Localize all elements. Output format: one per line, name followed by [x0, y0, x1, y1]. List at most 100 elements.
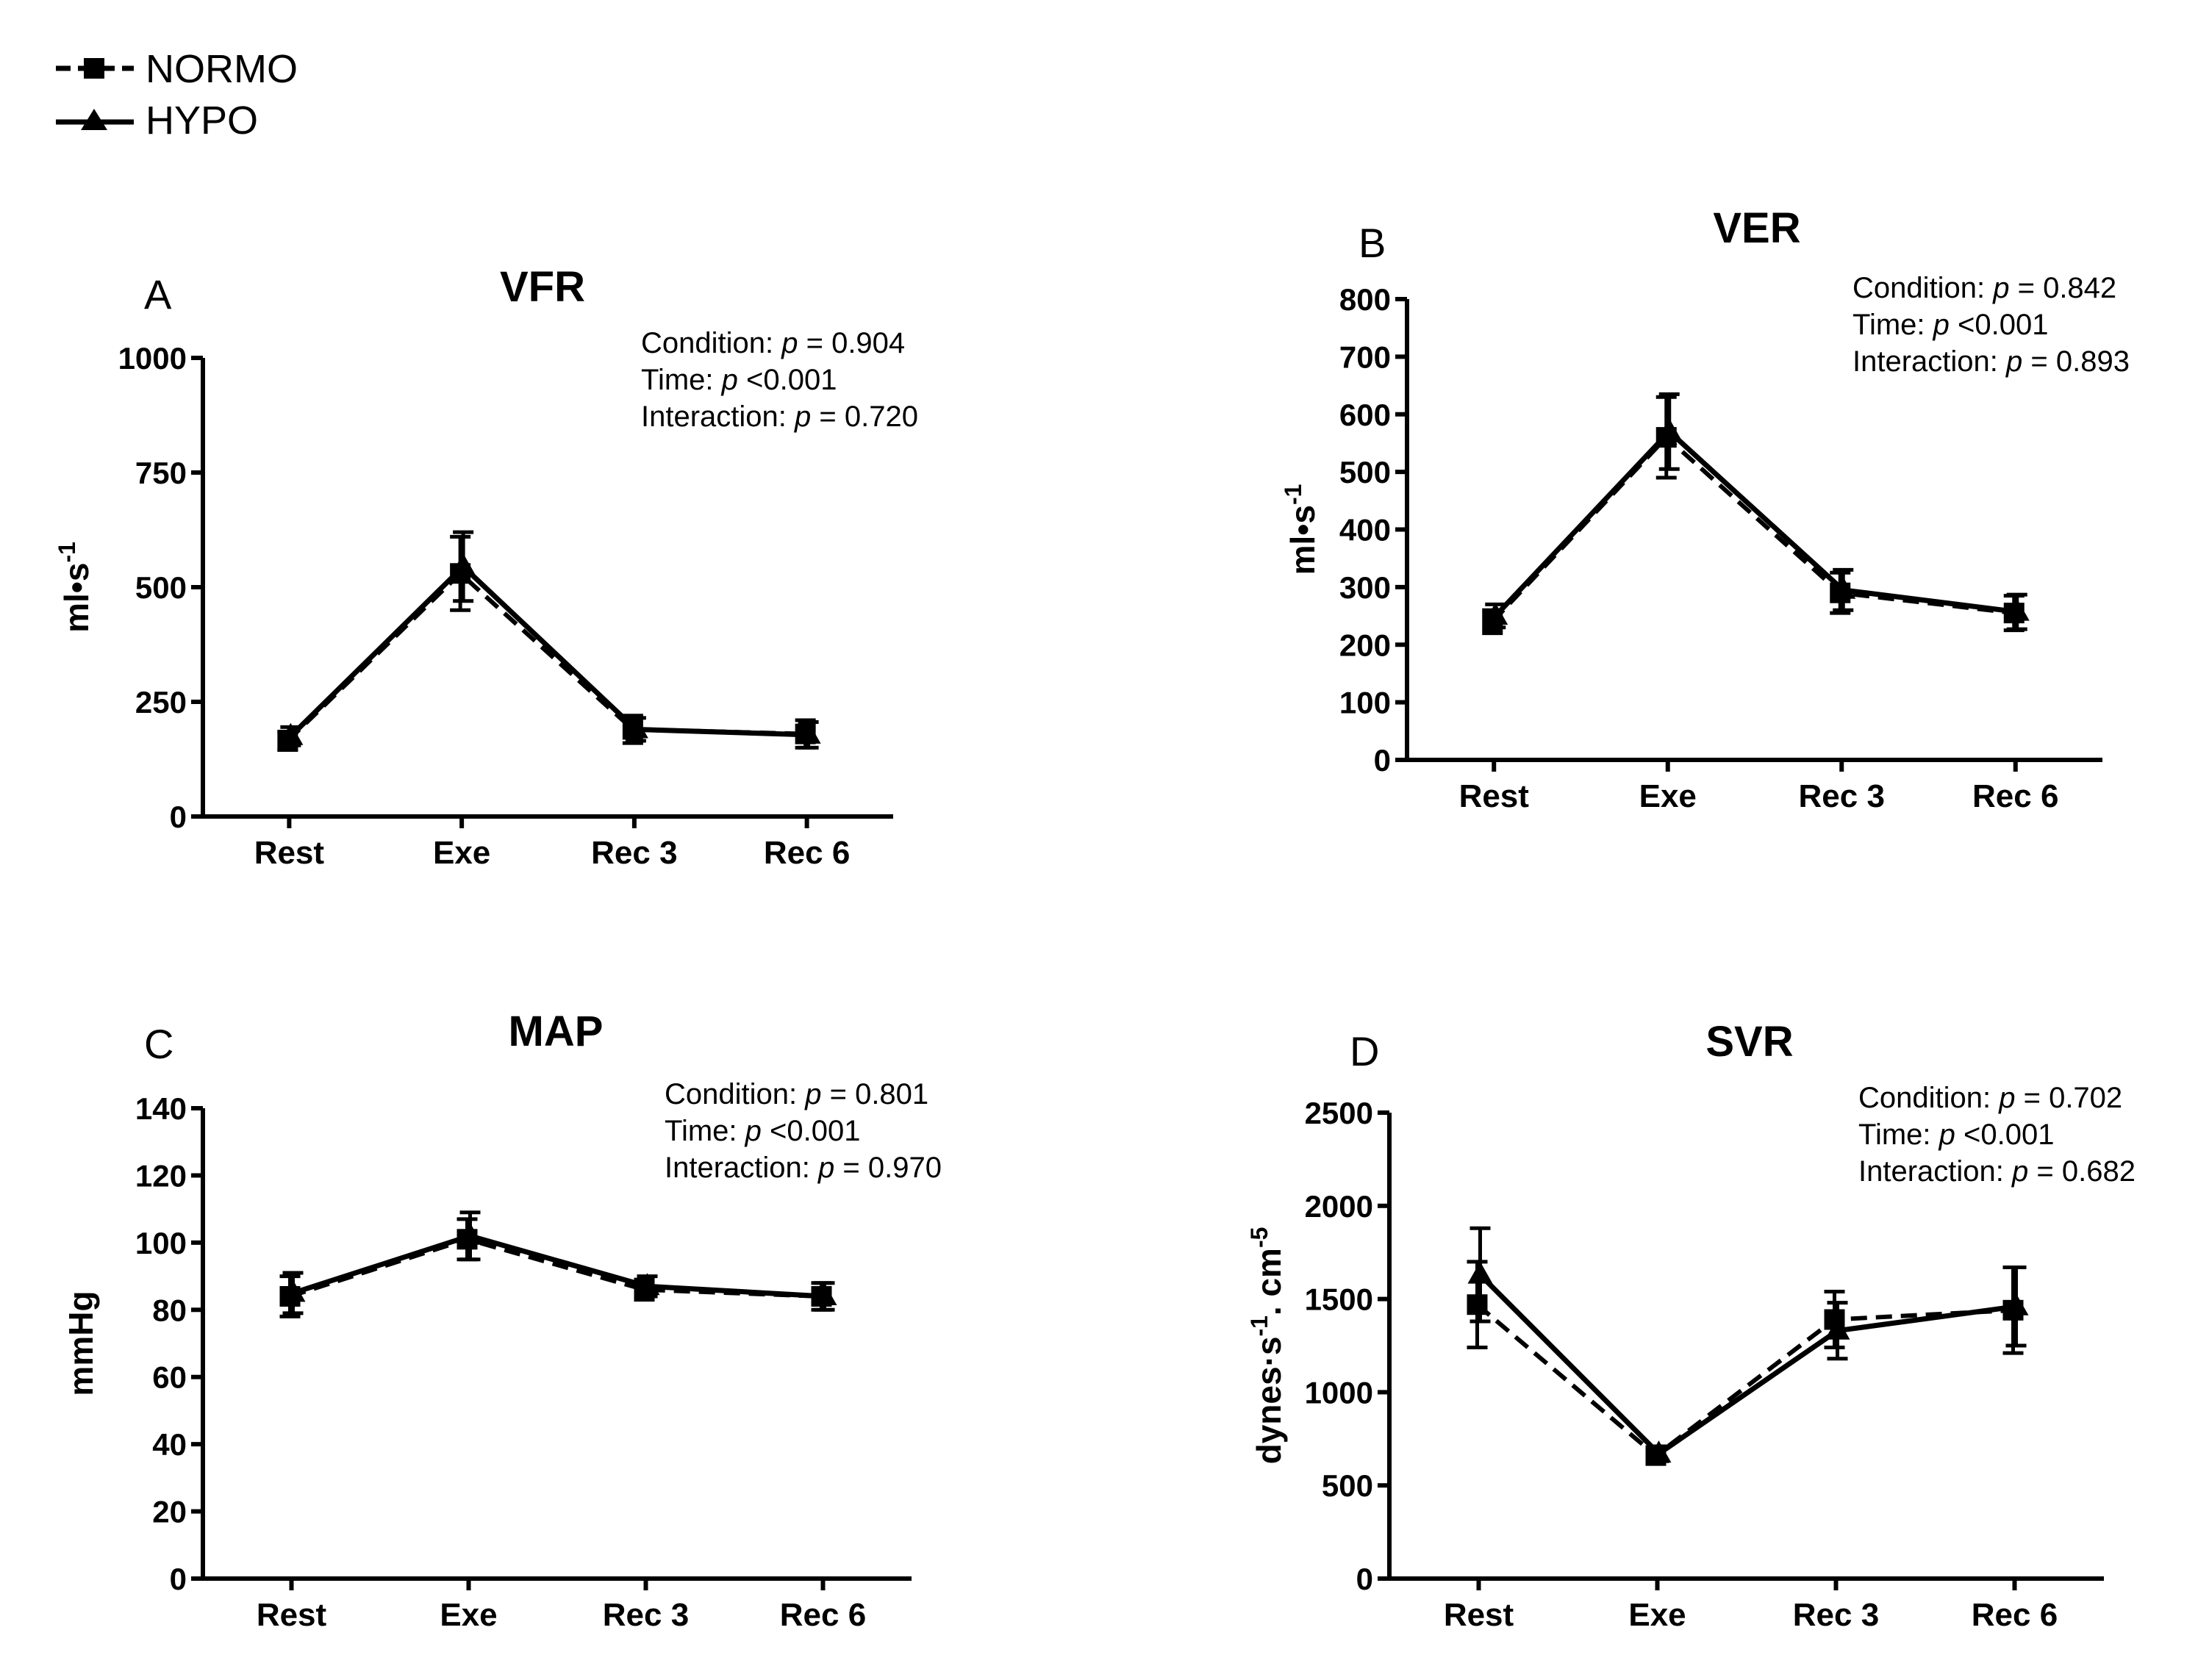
y-tick-label: 1000 — [118, 341, 187, 376]
x-tick-label-rest: Rest — [254, 835, 325, 871]
y-tick-label: 800 — [1339, 282, 1391, 317]
y-tick-label: 100 — [1339, 686, 1391, 720]
stat-line-time: Time: p <0.001 — [1852, 309, 2048, 341]
y-tick-label: 140 — [135, 1091, 187, 1126]
x-tick-label-rest: Rest — [1459, 778, 1530, 814]
data-point-hypo — [280, 1279, 306, 1302]
y-tick-label: 2000 — [1305, 1189, 1373, 1224]
panel-letter: B — [1358, 220, 1386, 266]
y-tick-label: 500 — [1339, 455, 1391, 489]
panel-letter: C — [144, 1021, 173, 1067]
legend-normo-label: NORMO — [146, 47, 298, 91]
y-tick-label: 0 — [170, 800, 187, 834]
data-point-hypo — [457, 1222, 483, 1245]
stat-line-condition: Condition: p = 0.904 — [641, 327, 905, 359]
x-tick-label-rec-3: Rec 3 — [1799, 778, 1885, 814]
x-tick-label-exe: Exe — [1628, 1597, 1686, 1633]
y-tick-label: 0 — [1356, 1562, 1373, 1596]
legend-normo-marker — [84, 58, 104, 79]
panel-letter: A — [144, 271, 172, 317]
y-axis-label: ml•s-1 — [1280, 484, 1322, 575]
data-point-hypo — [1467, 1261, 1493, 1284]
x-tick-label-rec-6: Rec 6 — [1972, 778, 2058, 814]
y-axis-label: mmHg — [62, 1290, 100, 1396]
y-tick-label: 40 — [152, 1427, 187, 1462]
y-tick-label: 120 — [135, 1158, 187, 1193]
stat-line-time: Time: p <0.001 — [641, 364, 837, 396]
series-line-normo — [1491, 435, 2015, 623]
series-line-hypo — [288, 564, 809, 739]
x-tick-label-rest: Rest — [1444, 1597, 1514, 1633]
x-tick-label-rec-6: Rec 6 — [764, 835, 850, 871]
y-tick-label: 250 — [135, 685, 187, 719]
x-tick-label-rec-6: Rec 6 — [1972, 1597, 2058, 1633]
stat-line-condition: Condition: p = 0.801 — [665, 1078, 928, 1110]
data-point-hypo — [623, 716, 648, 739]
y-tick-label: 700 — [1339, 340, 1391, 374]
y-tick-label: 400 — [1339, 513, 1391, 548]
y-tick-label: 20 — [152, 1495, 187, 1529]
legend: NORMO HYPO — [56, 47, 298, 143]
data-point-hypo — [1483, 603, 1508, 625]
series-line-hypo — [292, 1233, 825, 1299]
x-tick-label-rec-3: Rec 3 — [1793, 1597, 1879, 1633]
y-axis-label: ml•s-1 — [54, 542, 96, 633]
stat-line-time: Time: p <0.001 — [665, 1115, 860, 1147]
data-point-hypo — [1825, 1317, 1850, 1340]
y-tick-label: 750 — [135, 456, 187, 490]
panel-b-ver: B VER 0 100 200 300 400 500 600 700 800 Rest Exe Rec … — [1280, 204, 2130, 814]
data-point-normo — [1467, 1294, 1488, 1315]
y-tick-label: 0 — [1374, 743, 1391, 778]
x-tick-label-exe: Exe — [1639, 778, 1697, 814]
y-tick-label: 600 — [1339, 398, 1391, 432]
y-tick-label: 100 — [135, 1226, 187, 1260]
data-point-hypo — [812, 1283, 837, 1305]
x-tick-label-exe: Exe — [433, 835, 490, 871]
y-tick-label: 200 — [1339, 628, 1391, 662]
stat-line-condition: Condition: p = 0.842 — [1852, 272, 2116, 304]
y-tick-label: 2500 — [1305, 1096, 1373, 1130]
x-tick-label-exe: Exe — [440, 1597, 497, 1633]
panel-d-svr: D SVR 0 500 1000 1500 2000 2500 Rest Exe Rec 3 Rec … — [1246, 1018, 2136, 1633]
x-tick-label-rec-3: Rec 3 — [603, 1597, 689, 1633]
data-point-hypo — [1656, 418, 1682, 441]
panel-c-map: C MAP 0 20 40 60 80 100 120 140 Rest Exe Rec 3 Rec 6 m… — [62, 1008, 942, 1633]
stat-line-interaction: Interaction: p = 0.970 — [665, 1152, 942, 1184]
x-tick-label-rec-6: Rec 6 — [780, 1597, 866, 1633]
chart-title: VFR — [500, 263, 585, 311]
x-tick-label-rest: Rest — [257, 1597, 327, 1633]
legend-item-hypo: HYPO — [56, 98, 258, 143]
y-tick-label: 500 — [135, 570, 187, 605]
y-tick-label: 300 — [1339, 570, 1391, 605]
stat-line-time: Time: p <0.001 — [1858, 1119, 2054, 1151]
data-point-hypo — [2003, 1293, 2029, 1315]
panel-letter: D — [1350, 1028, 1379, 1074]
data-point-hypo — [2004, 598, 2030, 621]
data-point-hypo — [278, 722, 304, 745]
data-point-hypo — [1646, 1440, 1672, 1463]
stat-line-interaction: Interaction: p = 0.893 — [1852, 345, 2130, 378]
series-line-hypo — [1478, 1273, 2016, 1457]
panel-a-vfr: A VFR 0 250 500 750 1000 Rest Exe Rec 3 Rec 6 ml•s-… — [54, 263, 918, 871]
stat-line-condition: Condition: p = 0.702 — [1858, 1082, 2122, 1114]
data-point-hypo — [795, 721, 821, 744]
stat-line-interaction: Interaction: p = 0.720 — [641, 401, 918, 433]
stat-line-interaction: Interaction: p = 0.682 — [1858, 1155, 2136, 1188]
data-point-hypo — [451, 553, 476, 575]
data-point-hypo — [1830, 576, 1856, 599]
series-line-normo — [1475, 1302, 2013, 1458]
y-tick-label: 0 — [170, 1562, 187, 1596]
y-tick-label: 80 — [152, 1293, 187, 1327]
legend-hypo-label: HYPO — [146, 98, 258, 143]
series-line-hypo — [1493, 428, 2018, 618]
legend-hypo-marker — [81, 109, 107, 130]
data-point-hypo — [634, 1273, 660, 1296]
y-tick-label: 500 — [1322, 1468, 1373, 1503]
legend-item-normo: NORMO — [56, 47, 298, 91]
x-tick-label-rec-3: Rec 3 — [591, 835, 677, 871]
chart-title: VER — [1713, 204, 1800, 252]
y-axis-label: dynes·s-1. cm-5 — [1246, 1227, 1288, 1465]
chart-title: MAP — [509, 1008, 604, 1055]
y-tick-label: 1500 — [1305, 1282, 1373, 1317]
